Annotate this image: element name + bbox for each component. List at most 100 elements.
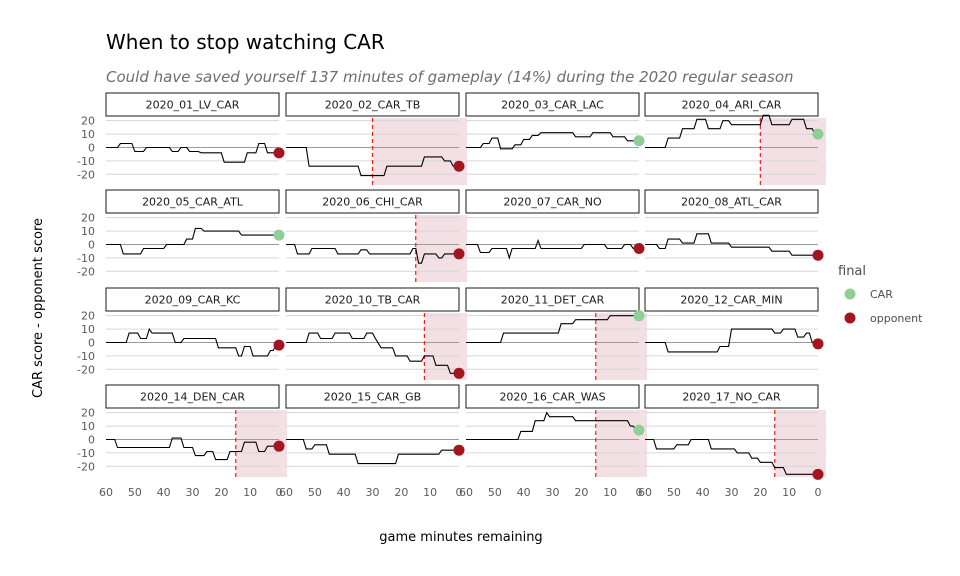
score-line — [645, 114, 818, 149]
facet-panel: 2020_03_CAR_LAC — [465, 92, 645, 175]
facet-strip-label: 2020_14_DEN_CAR — [140, 391, 245, 404]
facet-strip-label: 2020_07_CAR_NO — [503, 196, 602, 209]
y-tick-label: 0 — [88, 141, 95, 154]
y-tick-label: 10 — [81, 420, 95, 433]
score-line — [645, 328, 819, 353]
x-tick-label: 50 — [308, 486, 322, 499]
y-tick-label: -10 — [77, 447, 95, 460]
score-line — [466, 315, 639, 344]
facet-strip — [105, 384, 280, 409]
facet-strip-label: 2020_12_CAR_MIN — [680, 294, 782, 307]
x-tick-label: 40 — [696, 486, 710, 499]
score-line — [645, 233, 818, 256]
score-line — [286, 332, 459, 374]
x-tick-label: 40 — [517, 486, 531, 499]
y-tick-label: 10 — [81, 128, 95, 141]
facet-panel: 2020_15_CAR_GB 60 50 40 30 20 10 0 — [279, 384, 465, 499]
x-tick-label: 30 — [186, 486, 200, 499]
score-line — [106, 437, 279, 461]
y-tick-label: 20 — [81, 212, 95, 225]
facet-strip-label: 2020_05_CAR_ATL — [142, 196, 244, 209]
x-tick-label: 0 — [276, 486, 283, 499]
final-point — [633, 310, 645, 322]
legend-label: opponent — [870, 312, 923, 325]
y-tick-label: -20 — [77, 460, 95, 473]
facet-strip-label: 2020_01_LV_CAR — [146, 99, 240, 112]
x-tick-label: 0 — [456, 486, 463, 499]
final-point — [453, 367, 465, 379]
facet-panel: 2020_12_CAR_MIN — [644, 287, 824, 370]
y-tick-label: -10 — [77, 350, 95, 363]
final-point — [633, 243, 645, 254]
stop-region — [760, 118, 826, 185]
x-tick-label: 50 — [128, 486, 142, 499]
final-point — [812, 468, 824, 480]
facet-strip-label: 2020_04_ARI_CAR — [682, 99, 782, 112]
legend-key — [844, 288, 856, 300]
x-tick-label: 50 — [667, 486, 681, 499]
facet-strip — [285, 384, 460, 409]
y-tick-label: 0 — [88, 336, 95, 349]
chart-subtitle: Could have saved yourself 137 minutes of… — [106, 68, 794, 86]
facet-strip — [465, 287, 640, 312]
y-tick-label: 0 — [88, 433, 95, 446]
final-point — [453, 160, 465, 172]
chart-title: When to stop watching CAR — [106, 30, 385, 54]
y-tick-label: -10 — [77, 155, 95, 168]
facet-strip — [465, 92, 640, 117]
score-line — [286, 146, 459, 177]
x-tick-label: 20 — [214, 486, 228, 499]
facet-strip — [285, 287, 460, 312]
x-axis-title: game minutes remaining — [379, 530, 542, 545]
facet-strip — [644, 189, 819, 214]
x-tick-label: 60 — [459, 486, 473, 499]
y-tick-label: -20 — [77, 363, 95, 376]
score-line — [106, 142, 279, 163]
x-tick-label: 20 — [753, 486, 767, 499]
facet-strip — [105, 287, 280, 312]
final-point — [273, 147, 285, 159]
facet-strip — [644, 92, 819, 117]
final-point — [273, 440, 285, 452]
facet-panel: 2020_11_DET_CAR — [465, 287, 647, 380]
final-point — [453, 248, 465, 260]
stop-region — [774, 410, 826, 477]
y-tick-label: -20 — [77, 168, 95, 181]
facet-strip-label: 2020_09_CAR_KC — [145, 294, 241, 307]
facet-strip-label: 2020_06_CHI_CAR — [322, 196, 423, 209]
x-tick-label: 10 — [243, 486, 257, 499]
x-tick-label: 0 — [815, 486, 822, 499]
facet-strip — [644, 287, 819, 312]
score-line — [106, 327, 279, 357]
facet-strip-label: 2020_16_CAR_WAS — [499, 391, 605, 404]
facet-strip — [644, 384, 819, 409]
x-tick-label: 20 — [574, 486, 588, 499]
y-tick-label: 20 — [81, 310, 95, 323]
facet-panel: 2020_04_ARI_CAR — [644, 92, 826, 185]
legend-label: CAR — [870, 288, 893, 301]
x-tick-label: 30 — [546, 486, 560, 499]
facet-panel: 2020_06_CHI_CAR — [285, 189, 467, 282]
stop-region — [595, 410, 647, 477]
facet-strip — [465, 384, 640, 409]
y-tick-label: 10 — [81, 225, 95, 238]
score-line — [466, 238, 639, 260]
facet-strip-label: 2020_08_ATL_CAR — [681, 196, 782, 209]
x-tick-label: 40 — [157, 486, 171, 499]
final-point — [273, 229, 285, 241]
facet-strip-label: 2020_15_CAR_GB — [324, 391, 421, 404]
x-tick-label: 60 — [279, 486, 293, 499]
y-tick-label: 20 — [81, 407, 95, 420]
facet-panel: 2020_16_CAR_WAS 60 50 40 30 20 10 0 — [459, 384, 647, 499]
score-line — [286, 438, 459, 465]
y-tick-label: 20 — [81, 115, 95, 128]
final-point — [812, 249, 824, 261]
x-tick-label: 30 — [366, 486, 380, 499]
x-tick-label: 10 — [423, 486, 437, 499]
y-axis-title: CAR score - opponent score — [31, 218, 46, 398]
